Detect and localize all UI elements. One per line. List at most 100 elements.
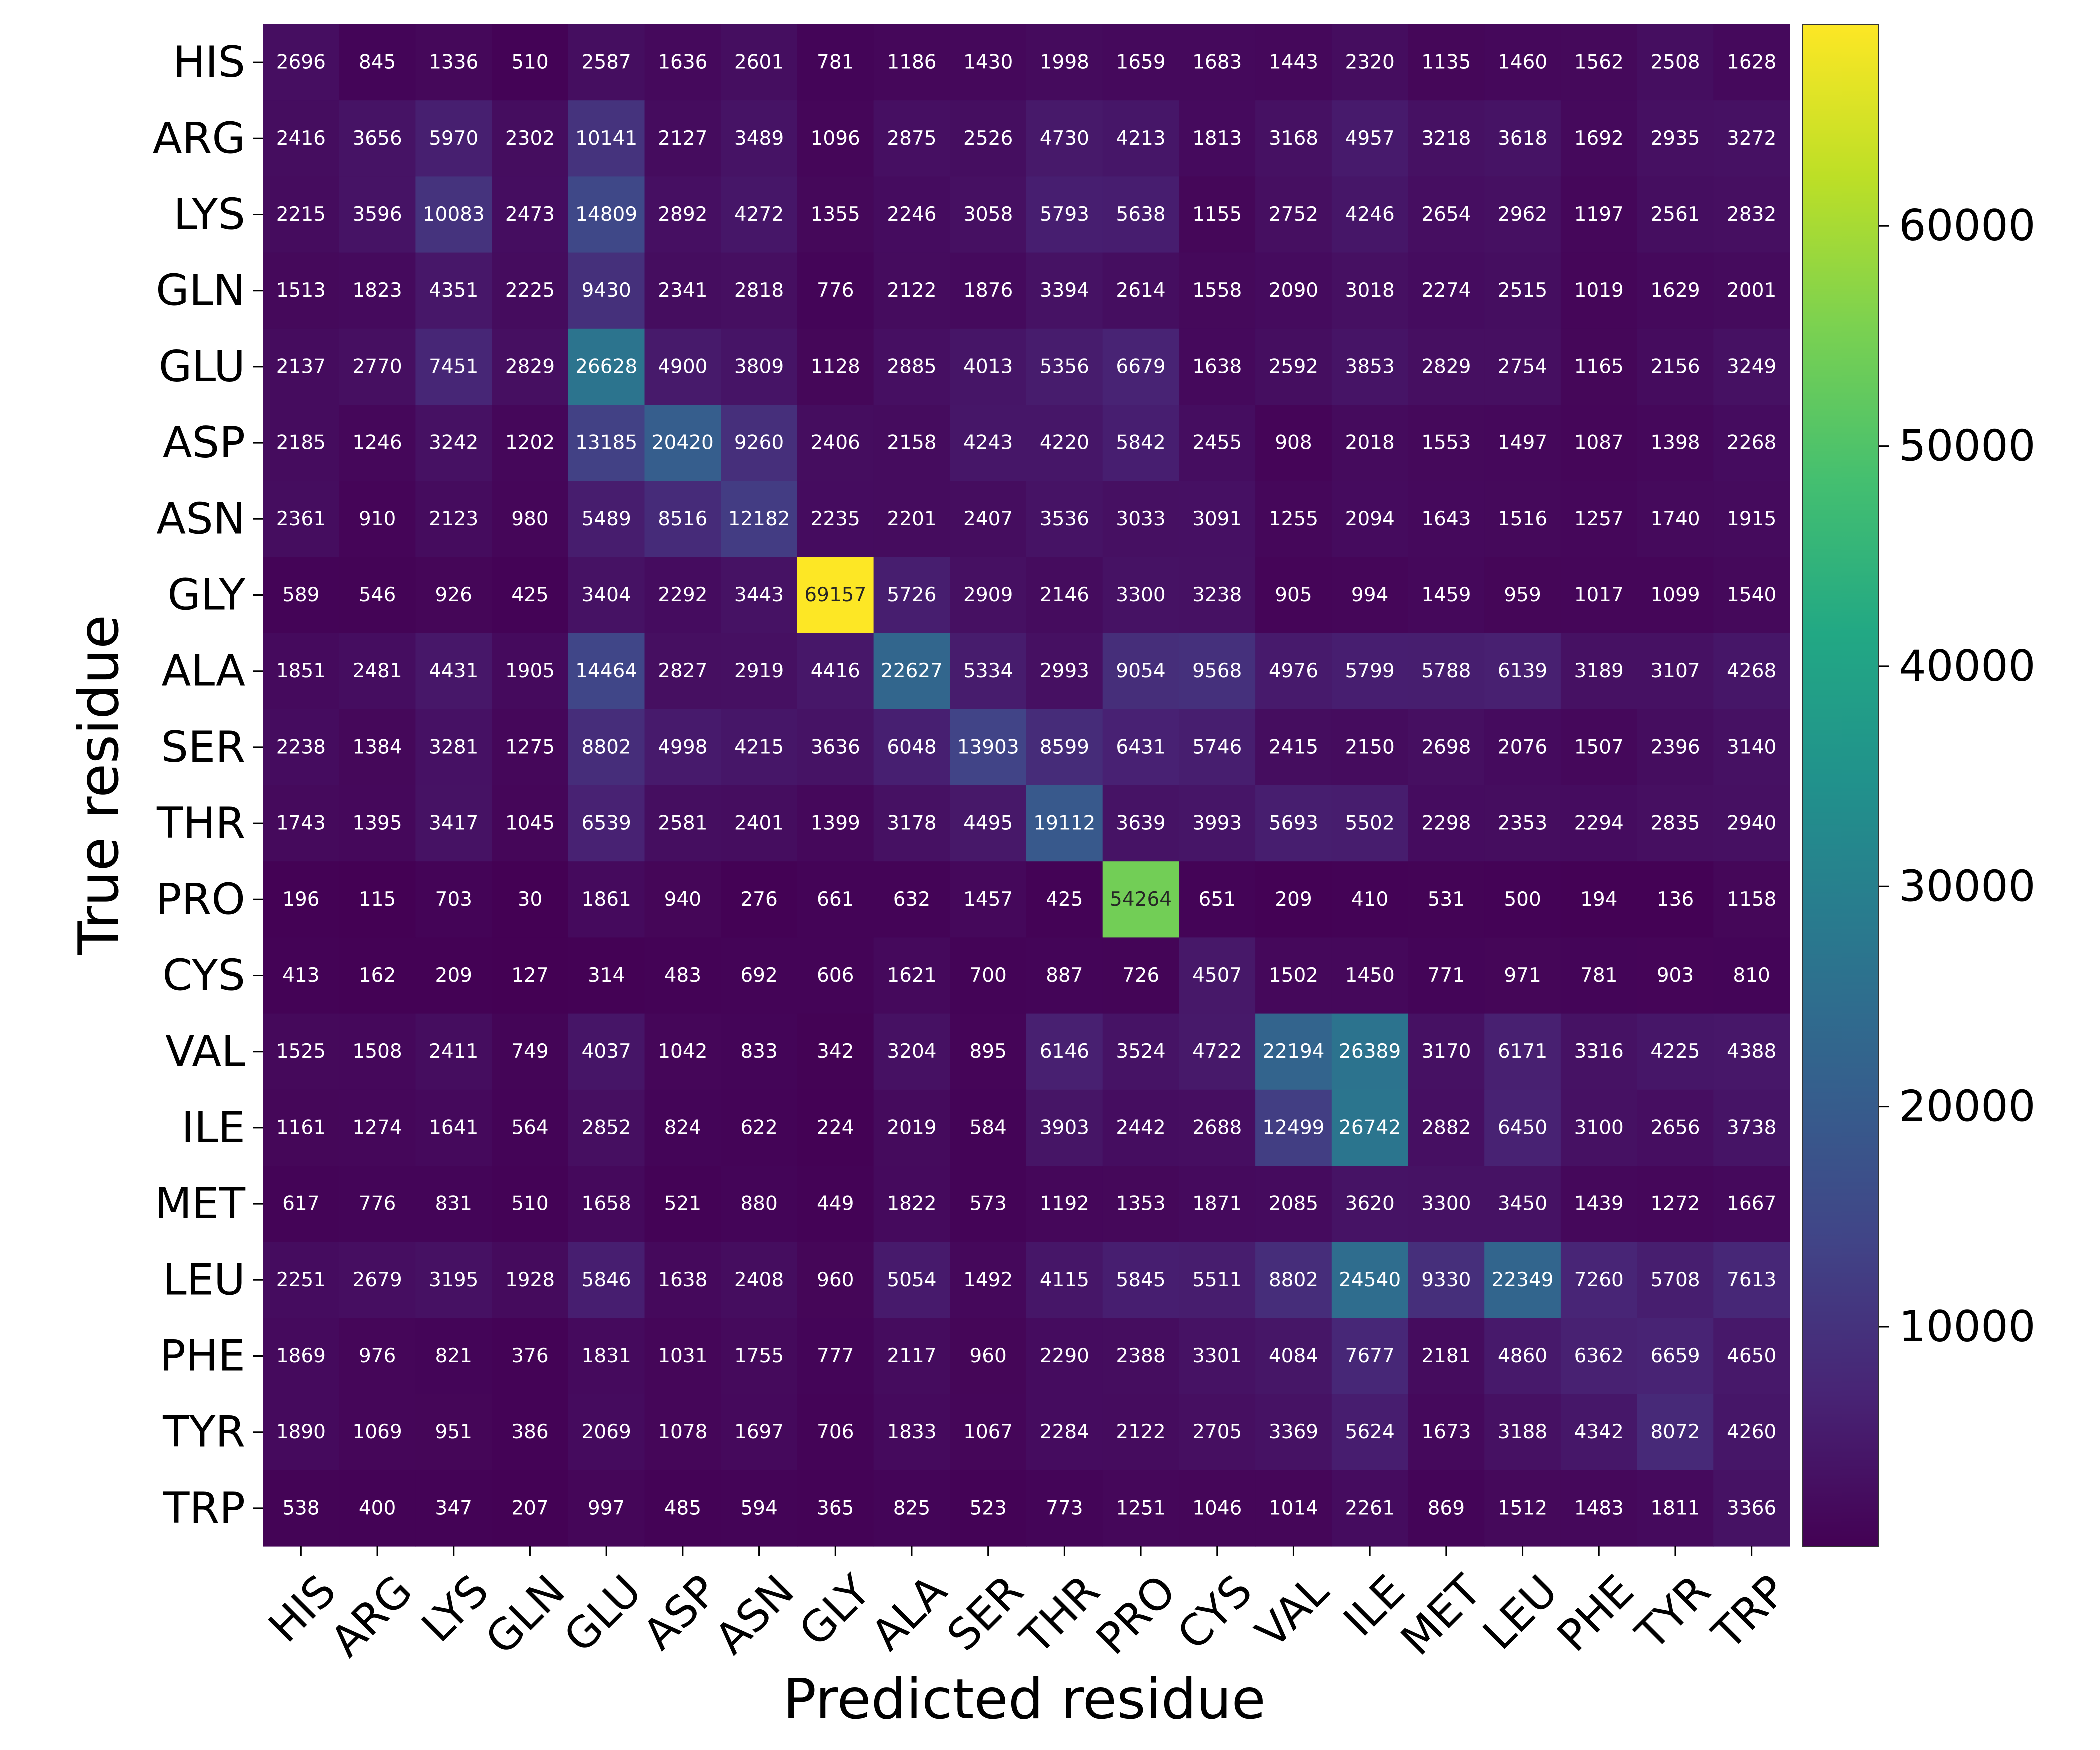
heatmap-cell-value: 449 (817, 1193, 854, 1216)
heatmap-cell-val-arg (339, 1014, 416, 1090)
heatmap-cell-value: 1069 (352, 1421, 402, 1444)
heatmap-cell-value: 661 (817, 888, 854, 911)
heatmap-cell-value: 2127 (658, 128, 708, 150)
heatmap-cell-value: 824 (664, 1116, 702, 1139)
heatmap-cell-value: 3168 (1269, 128, 1318, 150)
heatmap-cell-value: 510 (512, 1193, 548, 1216)
heatmap-cell-value: 2290 (1040, 1345, 1090, 1368)
heatmap-cell-value: 2246 (887, 204, 936, 226)
heatmap-cell-ile-pro (1102, 1090, 1180, 1166)
heatmap-cell-value: 9054 (1116, 660, 1166, 682)
heatmap-cell-leu-trp (1714, 1242, 1790, 1318)
heatmap-cell-trp-pro (1102, 1470, 1180, 1547)
heatmap-cell-value: 1508 (352, 1040, 402, 1063)
heatmap-cell-pro-asn (721, 862, 798, 938)
heatmap-cell-value: 3018 (1346, 280, 1395, 302)
heatmap-cell-value: 1398 (1650, 432, 1700, 454)
heatmap-cell-ala-lys (416, 633, 492, 710)
heatmap-cell-value: 1638 (658, 1269, 708, 1292)
heatmap-cell-tyr-cys (1179, 1394, 1256, 1471)
heatmap-cell-value: 2415 (1269, 736, 1318, 758)
heatmap-cell-thr-asn (721, 786, 798, 862)
heatmap-cell-met-tyr (1637, 1166, 1714, 1242)
heatmap-cell-value: 2885 (887, 356, 936, 378)
heatmap-cell-tyr-trp (1714, 1394, 1790, 1471)
heatmap-cell-value: 1813 (1192, 128, 1242, 150)
heatmap-cell-value: 3107 (1650, 660, 1700, 682)
heatmap-cell-value: 2294 (1574, 812, 1624, 835)
heatmap-cell-glu-gln (492, 328, 569, 406)
y-axis-label: True residue (67, 615, 132, 956)
heatmap-cell-gly-gln (492, 557, 569, 634)
heatmap-cell-phe-pro (1102, 1318, 1180, 1395)
heatmap-cell-value: 5693 (1269, 812, 1318, 835)
heatmap-cell-value: 4900 (658, 356, 708, 378)
heatmap-cell-value: 651 (1199, 888, 1236, 911)
heatmap-cell-ala-gly (797, 633, 874, 710)
heatmap-cell-value: 7613 (1727, 1269, 1776, 1292)
heatmap-cell-value: 2752 (1269, 204, 1318, 226)
heatmap-cell-value: 1928 (506, 1269, 555, 1292)
heatmap-cell-lys-his (263, 176, 340, 254)
heatmap-cell-arg-arg (339, 100, 416, 177)
heatmap-cell-value: 3272 (1727, 128, 1776, 150)
heatmap-cell-cys-tyr (1637, 938, 1714, 1014)
heatmap-cell-value: 971 (1504, 964, 1541, 987)
y-axis-ticks: HIS ARG LYS GLN GLU ASP ASN GLY ALA SER THR PRO CYS V… (153, 38, 263, 1534)
heatmap-cell-value: 2508 (1650, 52, 1700, 74)
heatmap-cell-value: 994 (1352, 584, 1388, 606)
heatmap-cell-value: 162 (359, 964, 396, 987)
heatmap-cell-value: 5054 (887, 1269, 936, 1292)
heatmap-cell-value: 1251 (1116, 1497, 1166, 1520)
heatmap-cell-phe-phe (1560, 1318, 1638, 1395)
heatmap-cell-value: 2185 (276, 432, 326, 454)
heatmap-cell-value: 1384 (352, 736, 402, 758)
y-tick-label: CYS (162, 951, 246, 1001)
heatmap-cell-phe-ala (874, 1318, 950, 1395)
heatmap-cell-met-lys (416, 1166, 492, 1242)
heatmap-cell-value: 500 (1504, 888, 1541, 911)
heatmap-cell-ile-lys (416, 1090, 492, 1166)
heatmap-cell-trp-his (263, 1470, 340, 1547)
heatmap-cell-lys-asn (721, 176, 798, 254)
heatmap-cell-arg-his (263, 100, 340, 177)
heatmap-cell-pro-gln (492, 862, 569, 938)
heatmap-cell-asn-his (263, 481, 340, 558)
heatmap-cell-val-ala (874, 1014, 950, 1090)
heatmap-cell-ser-asp (644, 709, 722, 786)
heatmap-cell-value: 1562 (1574, 52, 1624, 74)
heatmap-cell-value: 2302 (506, 128, 555, 150)
heatmap-cell-pro-trp (1714, 862, 1790, 938)
heatmap-cell-value: 1643 (1422, 508, 1471, 530)
heatmap-cell-value: 1667 (1727, 1193, 1776, 1216)
heatmap-cell-value: 4220 (1040, 432, 1090, 454)
heatmap-cell-thr-leu (1484, 786, 1562, 862)
heatmap-cell-value: 1099 (1650, 584, 1700, 606)
heatmap-cell-asn-thr (1026, 481, 1104, 558)
heatmap-cell-phe-gly (797, 1318, 874, 1395)
heatmap-cell-thr-ile (1332, 786, 1409, 862)
heatmap-cell-value: 564 (512, 1116, 548, 1139)
heatmap-cell-phe-thr (1026, 1318, 1104, 1395)
heatmap-cell-value: 895 (970, 1040, 1006, 1063)
heatmap-cell-glu-glu (568, 328, 646, 406)
heatmap-cell-value: 1255 (1269, 508, 1318, 530)
heatmap-cell-trp-phe (1560, 1470, 1638, 1547)
heatmap-cell-his-glu (568, 24, 646, 101)
heatmap-cell-value: 3620 (1346, 1193, 1395, 1216)
heatmap-cell-value: 2401 (734, 812, 784, 835)
y-tick-label: LEU (163, 1255, 246, 1305)
heatmap-cell-met-gly (797, 1166, 874, 1242)
heatmap-cell-value: 4495 (964, 812, 1013, 835)
heatmap-cell-gln-gly (797, 252, 874, 330)
y-tick-label: VAL (166, 1027, 246, 1077)
heatmap-cell-value: 1871 (1192, 1193, 1242, 1216)
heatmap-cell-value: 1019 (1574, 280, 1624, 302)
heatmap-cell-gln-met (1408, 252, 1485, 330)
heatmap-cell-ala-pro (1102, 633, 1180, 710)
heatmap-cell-value: 2396 (1650, 736, 1700, 758)
heatmap-cell-ser-gly (797, 709, 874, 786)
heatmap-cell-lys-lys (416, 176, 492, 254)
x-tick-label: PHE (1548, 1566, 1644, 1662)
heatmap-cell-value: 4722 (1192, 1040, 1242, 1063)
